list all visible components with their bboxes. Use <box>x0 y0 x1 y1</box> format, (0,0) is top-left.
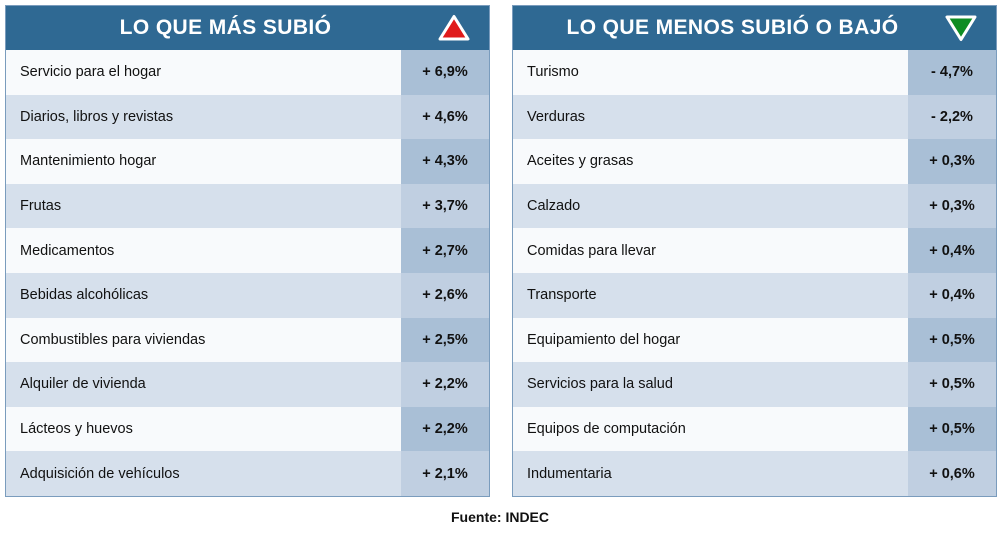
row-label: Adquisición de vehículos <box>6 451 401 496</box>
row-label: Servicios para la salud <box>513 362 908 407</box>
row-label: Servicio para el hogar <box>6 50 401 95</box>
panel-most-increased: LO QUE MÁS SUBIÓ Servicio para el hogar +… <box>5 5 490 497</box>
panel-title-least-increased: LO QUE MENOS SUBIÓ O BAJÓ <box>566 16 899 39</box>
row-label: Calzado <box>513 183 908 229</box>
row-value: + 4,6% <box>401 94 489 140</box>
panel-title-most-increased: LO QUE MÁS SUBIÓ <box>119 16 332 39</box>
table-row[interactable]: Mantenimiento hogar + 4,3% <box>6 139 489 184</box>
table-row[interactable]: Turismo - 4,7% <box>513 50 996 95</box>
panel-header-most-increased: LO QUE MÁS SUBIÓ <box>6 6 489 50</box>
table-row[interactable]: Combustibles para viviendas + 2,5% <box>6 317 489 363</box>
row-label: Lácteos y huevos <box>6 406 401 452</box>
panel-header-least-increased: LO QUE MENOS SUBIÓ O BAJÓ <box>513 6 996 50</box>
table-row[interactable]: Equipos de computación + 0,5% <box>513 406 996 452</box>
row-value: + 0,6% <box>908 451 996 496</box>
row-label: Medicamentos <box>6 228 401 273</box>
table-row[interactable]: Verduras - 2,2% <box>513 94 996 140</box>
row-value: + 6,9% <box>401 50 489 95</box>
table-row[interactable]: Alquiler de vivienda + 2,2% <box>6 362 489 407</box>
row-value: + 2,5% <box>401 317 489 363</box>
table-row[interactable]: Frutas + 3,7% <box>6 183 489 229</box>
row-value: + 0,4% <box>908 228 996 273</box>
row-value: + 2,6% <box>401 272 489 318</box>
row-label: Verduras <box>513 94 908 140</box>
row-value: + 0,4% <box>908 272 996 318</box>
row-value: + 0,5% <box>908 362 996 407</box>
row-value: - 4,7% <box>908 50 996 95</box>
table-body-least-increased: Turismo - 4,7% Verduras - 2,2% Aceites y g… <box>513 50 996 496</box>
table-row[interactable]: Transporte + 0,4% <box>513 272 996 318</box>
row-label: Frutas <box>6 183 401 229</box>
table-row[interactable]: Adquisición de vehículos + 2,1% <box>6 451 489 496</box>
row-value: + 0,3% <box>908 183 996 229</box>
row-value: + 4,3% <box>401 139 489 184</box>
row-label: Transporte <box>513 272 908 318</box>
row-value: + 2,7% <box>401 228 489 273</box>
table-row[interactable]: Aceites y grasas + 0,3% <box>513 139 996 184</box>
row-value: + 2,2% <box>401 362 489 407</box>
row-label: Diarios, libros y revistas <box>6 94 401 140</box>
row-label: Equipos de computación <box>513 406 908 452</box>
source-caption: Fuente: INDEC <box>451 509 549 525</box>
table-row[interactable]: Diarios, libros y revistas + 4,6% <box>6 94 489 140</box>
row-label: Comidas para llevar <box>513 228 908 273</box>
table-row[interactable]: Medicamentos + 2,7% <box>6 228 489 273</box>
row-value: + 0,5% <box>908 406 996 452</box>
row-value: + 2,2% <box>401 406 489 452</box>
table-row[interactable]: Lácteos y huevos + 2,2% <box>6 406 489 452</box>
row-label: Combustibles para viviendas <box>6 317 401 363</box>
row-label: Equipamiento del hogar <box>513 317 908 363</box>
row-label: Turismo <box>513 50 908 95</box>
row-label: Alquiler de vivienda <box>6 362 401 407</box>
table-row[interactable]: Servicios para la salud + 0,5% <box>513 362 996 407</box>
row-label: Mantenimiento hogar <box>6 139 401 184</box>
table-row[interactable]: Servicio para el hogar + 6,9% <box>6 50 489 95</box>
table-row[interactable]: Comidas para llevar + 0,4% <box>513 228 996 273</box>
row-label: Aceites y grasas <box>513 139 908 184</box>
table-row[interactable]: Bebidas alcohólicas + 2,6% <box>6 272 489 318</box>
row-value: + 2,1% <box>401 451 489 496</box>
row-value: + 3,7% <box>401 183 489 229</box>
row-value: - 2,2% <box>908 94 996 140</box>
panel-least-increased: LO QUE MENOS SUBIÓ O BAJÓ Turismo - 4,7% … <box>512 5 997 497</box>
row-label: Indumentaria <box>513 451 908 496</box>
row-value: + 0,3% <box>908 139 996 184</box>
table-row[interactable]: Calzado + 0,3% <box>513 183 996 229</box>
table-row[interactable]: Equipamiento del hogar + 0,5% <box>513 317 996 363</box>
table-row[interactable]: Indumentaria + 0,6% <box>513 451 996 496</box>
row-value: + 0,5% <box>908 317 996 363</box>
row-label: Bebidas alcohólicas <box>6 272 401 318</box>
table-body-most-increased: Servicio para el hogar + 6,9% Diarios, li… <box>6 50 489 496</box>
